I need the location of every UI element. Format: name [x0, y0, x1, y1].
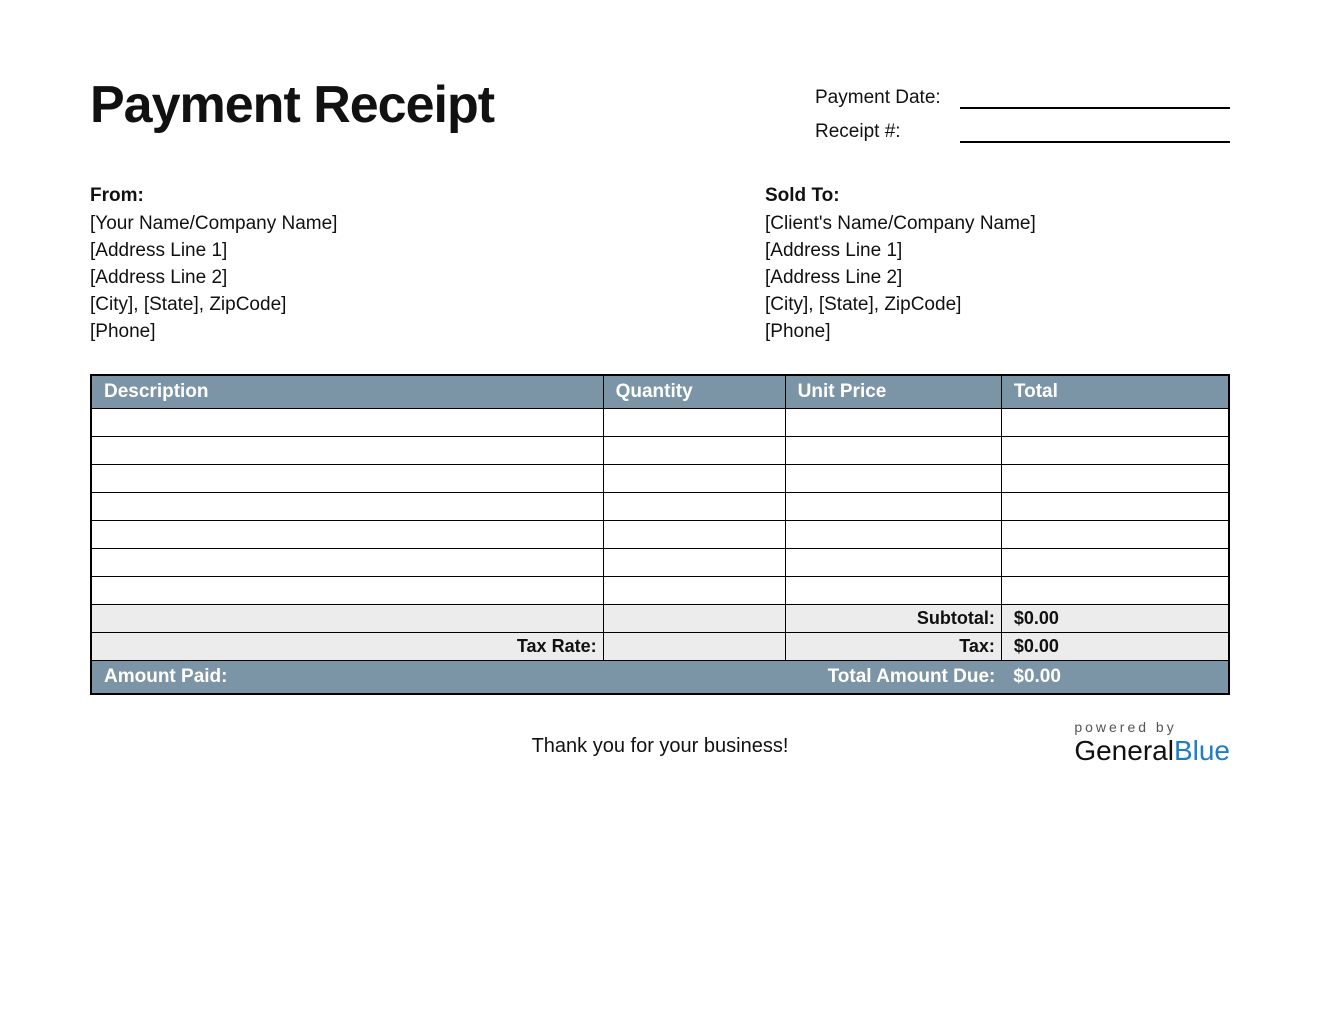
table-row [91, 577, 1229, 605]
sold-to-line: [Address Line 1] [765, 240, 1230, 262]
table-cell[interactable] [603, 577, 785, 605]
payment-date-field[interactable] [960, 89, 1230, 109]
table-cell[interactable] [603, 493, 785, 521]
table-cell[interactable] [785, 465, 1001, 493]
sold-to-line: [Client's Name/Company Name] [765, 213, 1230, 235]
table-cell[interactable] [603, 549, 785, 577]
table-cell[interactable] [603, 521, 785, 549]
meta-block: Payment Date: Receipt #: [815, 87, 1230, 155]
table-cell[interactable] [91, 465, 603, 493]
table-cell[interactable] [1001, 409, 1229, 437]
tax-rate-value [603, 633, 785, 661]
items-table: Description Quantity Unit Price Total Su… [90, 374, 1230, 695]
table-cell[interactable] [603, 437, 785, 465]
tax-rate-label: Tax Rate: [91, 633, 603, 661]
from-line: [Address Line 1] [90, 240, 660, 262]
tax-value: $0.00 [1001, 633, 1229, 661]
tax-label: Tax: [785, 633, 1001, 661]
table-row [91, 437, 1229, 465]
total-due-label: Total Amount Due: [785, 661, 1001, 695]
brand-blue: Blue [1174, 735, 1230, 766]
table-cell[interactable] [1001, 549, 1229, 577]
table-cell[interactable] [91, 437, 603, 465]
total-row: Amount Paid: Total Amount Due: $0.00 [91, 661, 1229, 695]
subtotal-value: $0.00 [1001, 605, 1229, 633]
sold-to-heading: Sold To: [765, 185, 1230, 207]
sold-to-line: [City], [State], ZipCode] [765, 294, 1230, 316]
table-cell[interactable] [603, 409, 785, 437]
from-line: [Phone] [90, 321, 660, 343]
sold-to-line: [Address Line 2] [765, 267, 1230, 289]
table-cell[interactable] [785, 437, 1001, 465]
from-line: [Address Line 2] [90, 267, 660, 289]
sold-to-line: [Phone] [765, 321, 1230, 343]
receipt-no-label: Receipt #: [815, 121, 960, 143]
table-cell[interactable] [785, 409, 1001, 437]
from-block: From: [Your Name/Company Name] [Address … [90, 185, 660, 348]
table-cell[interactable] [1001, 577, 1229, 605]
top-row: Payment Receipt Payment Date: Receipt #: [90, 75, 1230, 165]
thanks-text: Thank you for your business! [532, 735, 789, 758]
items-body [91, 409, 1229, 605]
blank-cell [603, 605, 785, 633]
table-row [91, 409, 1229, 437]
receipt-page: Payment Receipt Payment Date: Receipt #:… [0, 0, 1320, 758]
table-cell[interactable] [91, 549, 603, 577]
table-cell[interactable] [785, 549, 1001, 577]
table-cell[interactable] [91, 577, 603, 605]
table-cell[interactable] [1001, 521, 1229, 549]
table-cell[interactable] [785, 493, 1001, 521]
table-row [91, 549, 1229, 577]
brand-block: powered by GeneralBlue [1074, 719, 1230, 767]
subtotal-label: Subtotal: [785, 605, 1001, 633]
from-line: [Your Name/Company Name] [90, 213, 660, 235]
tax-row: Tax Rate: Tax: $0.00 [91, 633, 1229, 661]
page-title: Payment Receipt [90, 75, 494, 135]
table-cell[interactable] [1001, 465, 1229, 493]
powered-by-text: powered by [1074, 719, 1230, 735]
summary-body: Subtotal: $0.00 Tax Rate: Tax: $0.00 Amo… [91, 605, 1229, 695]
parties-row: From: [Your Name/Company Name] [Address … [90, 185, 1230, 348]
subtotal-row: Subtotal: $0.00 [91, 605, 1229, 633]
payment-date-label: Payment Date: [815, 87, 960, 109]
table-row [91, 493, 1229, 521]
table-cell[interactable] [1001, 437, 1229, 465]
table-cell[interactable] [1001, 493, 1229, 521]
table-cell[interactable] [91, 493, 603, 521]
table-cell[interactable] [603, 465, 785, 493]
col-unit-price: Unit Price [785, 375, 1001, 409]
total-due-value: $0.00 [1001, 661, 1229, 695]
table-header-row: Description Quantity Unit Price Total [91, 375, 1229, 409]
footer: Thank you for your business! powered by … [90, 719, 1230, 758]
col-quantity: Quantity [603, 375, 785, 409]
amount-paid-value [603, 661, 785, 695]
table-cell[interactable] [91, 521, 603, 549]
from-heading: From: [90, 185, 660, 207]
table-row [91, 465, 1229, 493]
meta-payment-date: Payment Date: [815, 87, 1230, 109]
meta-receipt-no: Receipt #: [815, 121, 1230, 143]
table-cell[interactable] [785, 577, 1001, 605]
col-total: Total [1001, 375, 1229, 409]
receipt-no-field[interactable] [960, 123, 1230, 143]
table-cell[interactable] [91, 409, 603, 437]
sold-to-block: Sold To: [Client's Name/Company Name] [A… [660, 185, 1230, 348]
amount-paid-label: Amount Paid: [91, 661, 603, 695]
from-line: [City], [State], ZipCode] [90, 294, 660, 316]
col-description: Description [91, 375, 603, 409]
blank-cell [91, 605, 603, 633]
table-row [91, 521, 1229, 549]
brand-general: General [1074, 735, 1174, 766]
table-cell[interactable] [785, 521, 1001, 549]
brand-name: GeneralBlue [1074, 735, 1230, 767]
